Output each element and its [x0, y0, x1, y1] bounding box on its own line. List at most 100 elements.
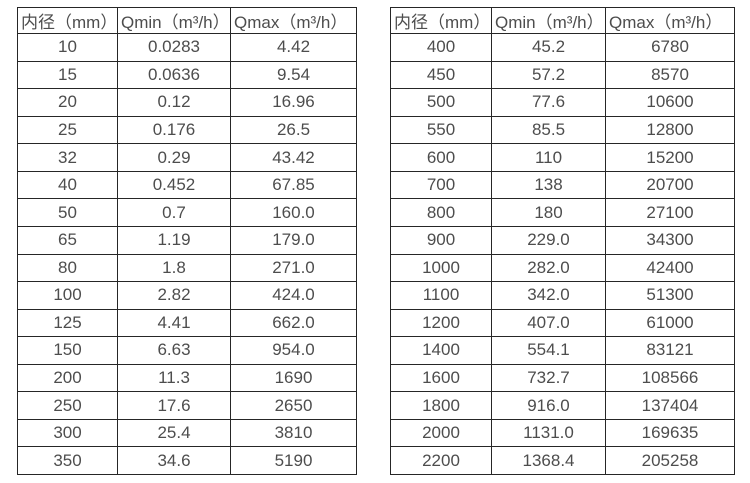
table-cell: 1.19: [117, 225, 231, 255]
table-cell: 954.0: [230, 336, 357, 365]
table-cell: 450: [390, 60, 492, 90]
table-cell: 424.0: [230, 281, 357, 310]
table-cell: 9.54: [230, 60, 357, 90]
table-cell: 27100: [605, 198, 735, 227]
table-cell: 15: [17, 60, 118, 90]
table-row: 900 229.0 34300: [390, 225, 735, 255]
table-cell: 0.0283: [117, 33, 231, 62]
table-cell: 0.7: [117, 198, 231, 227]
table-cell: 0.176: [117, 115, 231, 145]
table-row: 1200 407.0 61000: [390, 308, 735, 338]
table-cell: 20: [17, 88, 118, 117]
column-header: Qmax（m³/h）: [605, 7, 735, 34]
table-row: 15 0.0636 9.54: [17, 60, 357, 90]
table-cell: 2650: [230, 391, 357, 420]
table-cell: 34300: [605, 225, 735, 255]
table-row: 125 4.41 662.0: [17, 308, 357, 338]
table-cell: 2000: [390, 418, 492, 448]
table-cell: 3810: [230, 418, 357, 448]
spec-table-small-diameters: 内径（mm） Qmin（m³/h） Qmax（m³/h） 10 0.0283 4.42 1…: [17, 7, 357, 475]
table-cell: 51300: [605, 281, 735, 310]
table-cell: 10600: [605, 88, 735, 117]
table-cell: 6.63: [117, 336, 231, 365]
table-cell: 80: [17, 253, 118, 283]
table-cell: 400: [390, 33, 492, 62]
table-row: 550 85.5 12800: [390, 115, 735, 145]
table-cell: 160.0: [230, 198, 357, 227]
table-cell: 1800: [390, 391, 492, 420]
table-cell: 2200: [390, 446, 492, 475]
table-row: 20 0.12 16.96: [17, 88, 357, 117]
table-cell: 34.6: [117, 446, 231, 475]
table-cell: 138: [491, 170, 606, 200]
table-cell: 12800: [605, 115, 735, 145]
table-row: 40 0.452 67.85: [17, 170, 357, 200]
table-row: 10 0.0283 4.42: [17, 33, 357, 62]
table-cell: 554.1: [491, 336, 606, 365]
table-cell: 0.452: [117, 170, 231, 200]
table-row: 450 57.2 8570: [390, 60, 735, 90]
table-cell: 11.3: [117, 363, 231, 393]
table-row: 800 180 27100: [390, 198, 735, 227]
column-header: 内径（mm）: [17, 7, 118, 34]
table-cell: 180: [491, 198, 606, 227]
table-cell: 800: [390, 198, 492, 227]
table-cell: 125: [17, 308, 118, 338]
table-row: 100 2.82 424.0: [17, 281, 357, 310]
table-cell: 43.42: [230, 143, 357, 172]
table-cell: 17.6: [117, 391, 231, 420]
table-cell: 250: [17, 391, 118, 420]
table-row: 1600 732.7 108566: [390, 363, 735, 393]
table-cell: 200: [17, 363, 118, 393]
table-cell: 5190: [230, 446, 357, 475]
table-cell: 150: [17, 336, 118, 365]
table-cell: 57.2: [491, 60, 606, 90]
table-cell: 26.5: [230, 115, 357, 145]
table-cell: 77.6: [491, 88, 606, 117]
table-cell: 108566: [605, 363, 735, 393]
table-cell: 137404: [605, 391, 735, 420]
table-cell: 4.41: [117, 308, 231, 338]
column-header: Qmin（m³/h）: [491, 7, 606, 34]
table-cell: 205258: [605, 446, 735, 475]
table-cell: 8570: [605, 60, 735, 90]
table-cell: 42400: [605, 253, 735, 283]
table-row: 25 0.176 26.5: [17, 115, 357, 145]
table-cell: 600: [390, 143, 492, 172]
table-cell: 85.5: [491, 115, 606, 145]
table-row: 300 25.4 3810: [17, 418, 357, 448]
table-cell: 65: [17, 225, 118, 255]
spec-table-large-diameters: 内径（mm） Qmin（m³/h） Qmax（m³/h） 400 45.2 6780 45…: [390, 7, 735, 475]
table-cell: 0.0636: [117, 60, 231, 90]
table-cell: 550: [390, 115, 492, 145]
table-row: 1800 916.0 137404: [390, 391, 735, 420]
table-cell: 1100: [390, 281, 492, 310]
column-header: Qmax（m³/h）: [230, 7, 357, 34]
table-row: 65 1.19 179.0: [17, 225, 357, 255]
table-cell: 407.0: [491, 308, 606, 338]
table-row: 80 1.8 271.0: [17, 253, 357, 283]
table-cell: 900: [390, 225, 492, 255]
table-cell: 500: [390, 88, 492, 117]
table-row: 32 0.29 43.42: [17, 143, 357, 172]
table-cell: 342.0: [491, 281, 606, 310]
table-cell: 50: [17, 198, 118, 227]
table-cell: 916.0: [491, 391, 606, 420]
table-cell: 61000: [605, 308, 735, 338]
table-cell: 32: [17, 143, 118, 172]
table-cell: 4.42: [230, 33, 357, 62]
table-cell: 10: [17, 33, 118, 62]
table-row: 2200 1368.4 205258: [390, 446, 735, 475]
table-cell: 300: [17, 418, 118, 448]
table-cell: 2.82: [117, 281, 231, 310]
table-cell: 1400: [390, 336, 492, 365]
table-cell: 732.7: [491, 363, 606, 393]
table-cell: 662.0: [230, 308, 357, 338]
table-cell: 0.29: [117, 143, 231, 172]
table-cell: 1200: [390, 308, 492, 338]
table-cell: 700: [390, 170, 492, 200]
table-row: 1000 282.0 42400: [390, 253, 735, 283]
table-cell: 67.85: [230, 170, 357, 200]
table-cell: 25.4: [117, 418, 231, 448]
table-cell: 16.96: [230, 88, 357, 117]
